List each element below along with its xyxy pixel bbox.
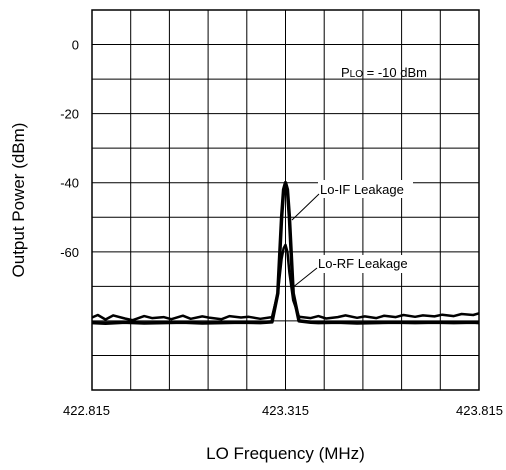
series-lo-if-leakage xyxy=(91,180,480,326)
plot-frame xyxy=(91,9,480,391)
lo-if-leader xyxy=(291,193,320,221)
plo-value: = -10 dBm xyxy=(363,65,427,80)
x-tick-label: 423.815 xyxy=(456,403,503,418)
plo-annotation: PLO = -10 dBm xyxy=(341,65,427,80)
lo-rf-leader xyxy=(291,267,318,289)
lo-if-label-bg xyxy=(318,180,413,198)
y-axis-title: Output Power (dBm) xyxy=(9,123,28,278)
plo-prefix: P xyxy=(341,65,350,80)
tick-labels: 0 -20 -40 -60 422.815 423.315 423.815 xyxy=(60,38,503,418)
series-group xyxy=(91,180,480,326)
y-tick-label: -60 xyxy=(60,245,79,260)
lo-rf-label-bg xyxy=(316,255,415,273)
lo-if-label: Lo-IF Leakage xyxy=(320,182,404,197)
x-axis-title: LO Frequency (MHz) xyxy=(206,444,365,463)
x-tick-label: 422.815 xyxy=(63,403,110,418)
series-lo-rf-leakage xyxy=(91,243,480,322)
lo-rf-label: Lo-RF Leakage xyxy=(318,256,408,271)
y-tick-label: 0 xyxy=(72,38,79,53)
y-tick-label: -20 xyxy=(60,107,79,122)
plo-subscript: LO xyxy=(350,69,364,80)
y-tick-label: -40 xyxy=(60,176,79,191)
x-tick-label: 423.315 xyxy=(262,403,309,418)
